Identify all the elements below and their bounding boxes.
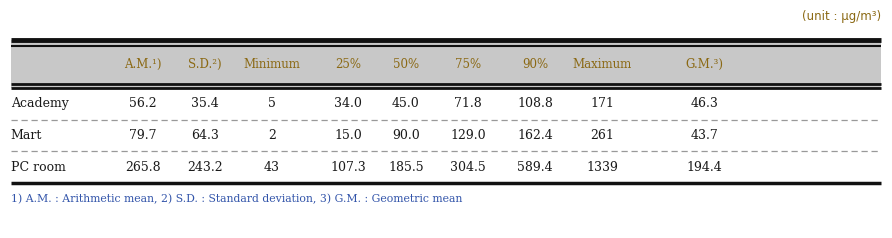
Text: 108.8: 108.8: [517, 97, 553, 110]
Text: Mart: Mart: [11, 129, 42, 142]
Text: 194.4: 194.4: [687, 161, 723, 174]
Text: 43: 43: [264, 161, 280, 174]
Text: 34.0: 34.0: [334, 97, 362, 110]
Text: 129.0: 129.0: [450, 129, 486, 142]
Text: 43.7: 43.7: [690, 129, 719, 142]
Bar: [11, 40, 881, 88]
Text: 261: 261: [591, 129, 614, 142]
Text: Minimum: Minimum: [244, 58, 301, 71]
Text: 5: 5: [268, 97, 276, 110]
Text: 243.2: 243.2: [187, 161, 223, 174]
Text: 79.7: 79.7: [129, 129, 156, 142]
Text: 1) A.M. : Arithmetic mean, 2) S.D. : Standard deviation, 3) G.M. : Geometric mea: 1) A.M. : Arithmetic mean, 2) S.D. : Sta…: [11, 194, 462, 204]
Text: 64.3: 64.3: [191, 129, 219, 142]
Text: 1339: 1339: [586, 161, 618, 174]
Text: 46.3: 46.3: [690, 97, 719, 110]
Text: 71.8: 71.8: [454, 97, 483, 110]
Text: 185.5: 185.5: [388, 161, 424, 174]
Text: 25%: 25%: [334, 58, 361, 71]
Text: 589.4: 589.4: [517, 161, 553, 174]
Text: PC room: PC room: [11, 161, 66, 174]
Text: 2: 2: [268, 129, 276, 142]
Text: Maximum: Maximum: [573, 58, 632, 71]
Text: 90.0: 90.0: [392, 129, 420, 142]
Text: 304.5: 304.5: [450, 161, 486, 174]
Text: 56.2: 56.2: [129, 97, 156, 110]
Text: 171: 171: [591, 97, 614, 110]
Text: 90%: 90%: [522, 58, 549, 71]
Text: 50%: 50%: [392, 58, 419, 71]
Text: S.D.²): S.D.²): [188, 58, 222, 71]
Text: 265.8: 265.8: [125, 161, 161, 174]
Text: 35.4: 35.4: [191, 97, 219, 110]
Text: G.M.³): G.M.³): [686, 58, 723, 71]
Text: 75%: 75%: [455, 58, 482, 71]
Text: (unit : μg/m³): (unit : μg/m³): [802, 10, 881, 23]
Text: A.M.¹): A.M.¹): [124, 58, 161, 71]
Text: 15.0: 15.0: [334, 129, 362, 142]
Text: 162.4: 162.4: [517, 129, 553, 142]
Text: 45.0: 45.0: [392, 97, 420, 110]
Text: 107.3: 107.3: [330, 161, 366, 174]
Text: Academy: Academy: [11, 97, 69, 110]
